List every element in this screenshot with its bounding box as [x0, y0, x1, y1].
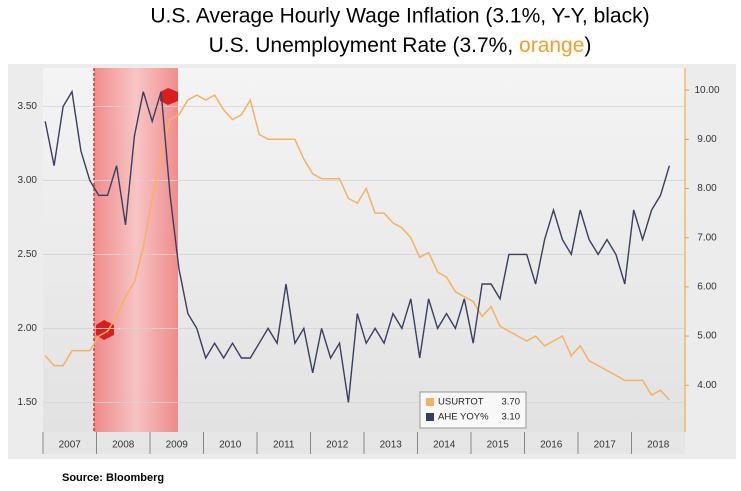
recession-shading [94, 68, 178, 432]
y2-tick-label: 4.00 [697, 380, 717, 391]
y2-tick-label: 10.00 [694, 85, 719, 96]
x-tick-label: 2008 [112, 440, 135, 451]
x-tick-label: 2018 [647, 440, 670, 451]
y2-tick-label: 5.00 [697, 331, 717, 342]
y-tick-label: 1.50 [18, 397, 38, 408]
x-tick-label: 2011 [273, 440, 295, 451]
subtitle-part: ) [584, 34, 591, 57]
y-tick-label: 3.50 [18, 101, 38, 112]
subtitle-part: U.S. Unemployment Rate (3.7%, [209, 34, 519, 57]
x-tick-label: 2009 [166, 440, 189, 451]
y-tick-label: 3.00 [18, 175, 38, 186]
legend-label: AHE YOY% [438, 412, 489, 423]
y2-tick-label: 6.00 [697, 282, 717, 293]
legend-value: 3.70 [502, 397, 521, 408]
y2-tick-label: 9.00 [697, 134, 717, 145]
chart-subtitle: U.S. Unemployment Rate (3.7%, orange) [209, 34, 592, 57]
series-line [44, 89, 671, 403]
x-tick-label: 2013 [380, 440, 403, 451]
marker [160, 88, 178, 105]
x-tick-label: 2015 [487, 440, 510, 451]
y-tick-label: 2.50 [18, 249, 38, 260]
x-tick-label: 2012 [326, 440, 349, 451]
y2-tick-label: 8.00 [697, 183, 717, 194]
source: Source: Bloomberg [62, 472, 164, 484]
legend-label: USURTOT [438, 397, 484, 408]
subtitle-highlight: orange [519, 34, 584, 57]
x-tick-label: 2010 [219, 440, 242, 451]
legend [419, 391, 527, 429]
legend-swatch [426, 413, 434, 421]
x-tick-label: 2014 [433, 440, 456, 451]
x-tick-label: 2007 [59, 440, 82, 451]
legend-value: 3.10 [502, 412, 521, 423]
legend-swatch [426, 398, 434, 406]
y-tick-label: 2.00 [18, 323, 38, 334]
y2-tick-label: 7.00 [697, 232, 717, 243]
x-tick-label: 2016 [540, 440, 563, 451]
series-line [44, 94, 670, 401]
x-tick-label: 2017 [594, 440, 617, 451]
chart-title: U.S. Average Hourly Wage Inflation (3.1%… [150, 5, 649, 28]
